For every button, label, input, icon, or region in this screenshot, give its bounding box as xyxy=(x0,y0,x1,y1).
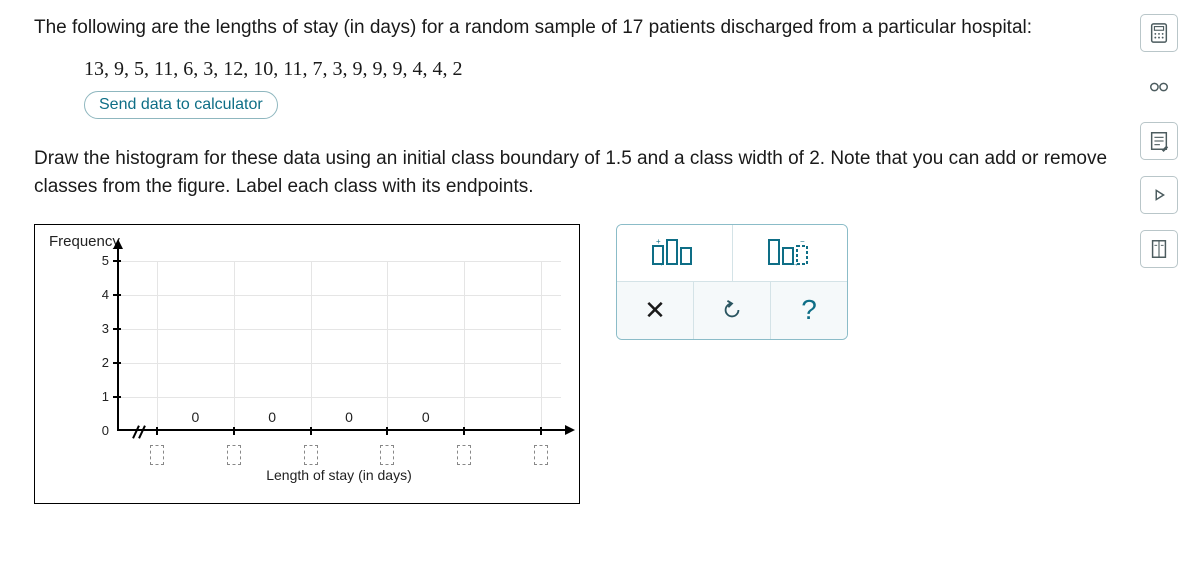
add-class-tool[interactable]: + → xyxy=(617,225,732,281)
class-boundary-input[interactable] xyxy=(304,445,318,465)
x-tick xyxy=(540,427,542,435)
link-icon xyxy=(1148,76,1170,98)
x-tick xyxy=(310,427,312,435)
gridline-h xyxy=(117,295,561,296)
prompt-text-2: Draw the histogram for these data using … xyxy=(34,145,1118,202)
x-tick xyxy=(463,427,465,435)
x-axis-title: Length of stay (in days) xyxy=(266,467,412,483)
video-button[interactable] xyxy=(1140,176,1178,214)
side-toolbar xyxy=(1140,14,1182,268)
clear-button[interactable]: ✕ xyxy=(617,282,693,339)
remove-class-icon: − → xyxy=(767,238,813,268)
textbook-button[interactable] xyxy=(1140,230,1178,268)
y-tick-label: 2 xyxy=(89,355,109,370)
class-boundary-input[interactable] xyxy=(150,445,164,465)
y-axis-title: Frequency xyxy=(49,233,120,250)
gridline-h xyxy=(117,363,561,364)
class-boundary-input[interactable] xyxy=(380,445,394,465)
gridline-v xyxy=(234,261,235,431)
bar-value-label: 0 xyxy=(345,409,353,425)
y-tick-label: 5 xyxy=(89,253,109,268)
gridline-v xyxy=(311,261,312,431)
x-tick xyxy=(156,427,158,435)
svg-text:−: − xyxy=(800,238,805,246)
y-tick xyxy=(113,396,121,398)
svg-text:→: → xyxy=(656,259,664,268)
add-class-icon: + → xyxy=(651,238,697,268)
bar-value-label: 0 xyxy=(268,409,276,425)
bar-value-label: 0 xyxy=(422,409,430,425)
class-boundary-input[interactable] xyxy=(457,445,471,465)
reset-icon xyxy=(721,299,743,321)
svg-text:+: + xyxy=(656,238,661,246)
y-tick-label: 4 xyxy=(89,287,109,302)
y-tick-label: 0 xyxy=(89,423,109,438)
class-boundary-input[interactable] xyxy=(534,445,548,465)
histogram-tool-panel: + → − → ✕ xyxy=(616,224,848,340)
gridline-h xyxy=(117,261,561,262)
data-sample: 13, 9, 5, 11, 6, 3, 12, 10, 11, 7, 3, 9,… xyxy=(34,42,1118,85)
y-tick xyxy=(113,260,121,262)
y-axis xyxy=(117,245,119,431)
notes-icon xyxy=(1148,130,1170,152)
gridline-v xyxy=(541,261,542,431)
y-axis-arrow-icon xyxy=(113,239,123,249)
y-tick xyxy=(113,328,121,330)
help-icon: ? xyxy=(801,294,817,326)
calculator-button[interactable] xyxy=(1140,14,1178,52)
y-tick xyxy=(113,294,121,296)
class-boundary-input[interactable] xyxy=(227,445,241,465)
x-tick xyxy=(233,427,235,435)
gridline-h xyxy=(117,329,561,330)
y-tick xyxy=(113,362,121,364)
gridline-h xyxy=(117,397,561,398)
axis-break-icon xyxy=(131,425,151,437)
gridline-v xyxy=(464,261,465,431)
clear-icon: ✕ xyxy=(644,295,666,326)
y-tick-label: 3 xyxy=(89,321,109,336)
histogram-canvas[interactable]: Frequency 0 1 2 3 4 5 0 0 0 0 Length of stay (in d… xyxy=(34,224,580,504)
bar-value-label: 0 xyxy=(191,409,199,425)
gridline-v xyxy=(387,261,388,431)
calculator-icon xyxy=(1148,22,1170,44)
remove-class-tool[interactable]: − → xyxy=(732,225,848,281)
book-icon xyxy=(1148,238,1170,260)
gridline-v xyxy=(157,261,158,431)
help-button[interactable]: ? xyxy=(770,282,847,339)
notes-button[interactable] xyxy=(1140,122,1178,160)
link-button[interactable] xyxy=(1140,68,1178,106)
x-tick xyxy=(386,427,388,435)
x-axis-arrow-icon xyxy=(565,425,575,435)
reset-button[interactable] xyxy=(693,282,770,339)
play-icon xyxy=(1148,184,1170,206)
y-tick-label: 1 xyxy=(89,389,109,404)
x-axis xyxy=(117,429,569,431)
prompt-text-1: The following are the lengths of stay (i… xyxy=(34,15,1118,42)
svg-text:→: → xyxy=(791,259,799,268)
send-data-button[interactable]: Send data to calculator xyxy=(84,91,278,119)
